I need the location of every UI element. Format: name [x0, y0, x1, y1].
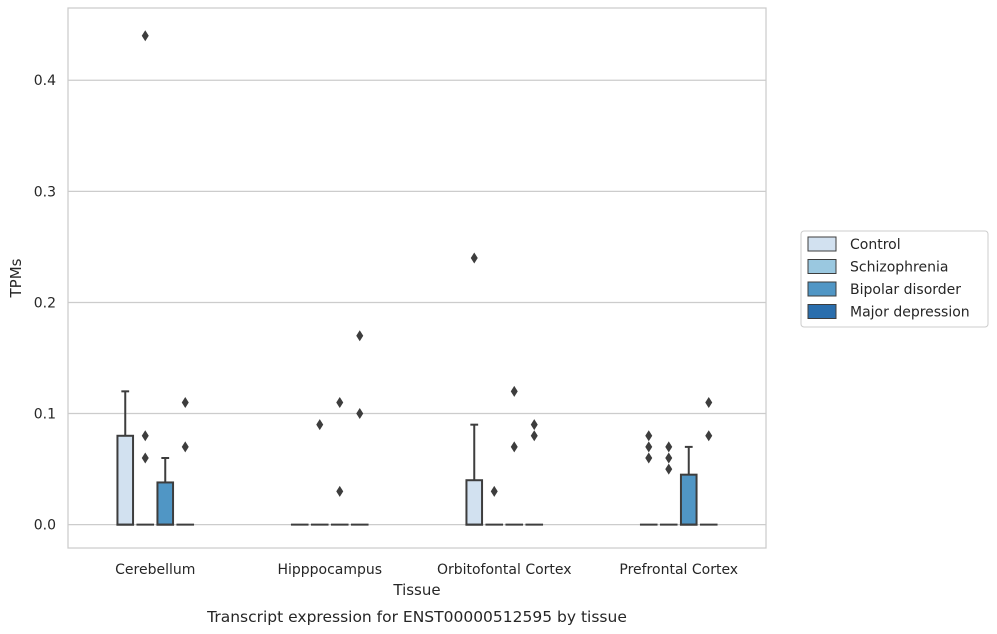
outlier-marker	[705, 396, 713, 408]
box-body	[116, 434, 135, 526]
outlier-marker	[181, 441, 189, 453]
y-tick-label: 0.4	[34, 73, 56, 89]
outlier-marker	[336, 396, 344, 408]
plot-area-frame	[67, 7, 767, 549]
box-1-3	[350, 330, 369, 526]
box-2-2	[505, 385, 524, 526]
y-tick-label: 0.1	[34, 407, 56, 423]
legend-item: Control	[807, 236, 901, 253]
box-body	[156, 481, 175, 526]
outlier-marker	[510, 385, 518, 397]
box-3-0	[639, 430, 658, 526]
legend-swatch	[807, 304, 837, 319]
legend-swatch	[807, 259, 837, 274]
outlier-marker	[705, 430, 713, 442]
legend-item: Major depression	[807, 304, 970, 321]
legend: Control Schizophrenia Bipolar disorder Majo…	[800, 230, 989, 328]
chart-title: Transcript expression for ENST0000051259…	[206, 608, 627, 626]
box-0-0	[116, 390, 135, 526]
outlier-marker	[665, 452, 673, 464]
x-axis-label: Tissue	[392, 581, 440, 599]
outlier-marker	[645, 452, 653, 464]
box-series	[116, 30, 718, 526]
outlier-marker	[336, 485, 344, 497]
box-body	[465, 479, 484, 526]
box-3-2	[679, 445, 698, 526]
y-axis-label: TPMs	[7, 258, 25, 298]
outlier-marker	[141, 452, 149, 464]
box-3-3	[699, 396, 718, 526]
outlier-marker	[356, 408, 364, 420]
y-tick-label: 0.2	[34, 295, 56, 311]
legend-label: Major depression	[850, 305, 970, 321]
outlier-marker	[141, 430, 149, 442]
y-tick-label: 0.3	[34, 184, 56, 200]
legend-swatch	[807, 281, 837, 297]
x-tick-label: Cerebellum	[115, 562, 195, 578]
box-body	[679, 473, 698, 526]
outlier-marker	[490, 485, 498, 497]
outlier-marker	[530, 419, 538, 431]
outlier-marker	[141, 30, 149, 42]
outlier-marker	[356, 330, 364, 342]
y-axis-ticks: 0.0 0.1 0.2 0.3 0.4	[34, 73, 56, 533]
legend-label: Control	[850, 237, 901, 253]
outlier-marker	[510, 441, 518, 453]
legend-swatch	[807, 236, 837, 252]
outlier-marker	[665, 463, 673, 475]
legend-label: Schizophrenia	[850, 260, 948, 276]
box-1-1	[310, 419, 329, 526]
box-2-1	[485, 485, 504, 526]
outlier-marker	[645, 441, 653, 453]
outlier-marker	[530, 430, 538, 442]
plot-area-background	[68, 8, 766, 548]
box-1-2	[330, 396, 349, 526]
legend-label: Bipolar disorder	[850, 282, 961, 298]
box-0-1	[136, 30, 155, 526]
outlier-marker	[181, 396, 189, 408]
box-0-2	[156, 457, 175, 526]
box-0-3	[176, 396, 195, 526]
legend-item: Schizophrenia	[807, 259, 948, 276]
legend-frame	[800, 230, 989, 328]
y-tick-label: 0.0	[34, 518, 56, 534]
outlier-marker	[470, 252, 478, 264]
outlier-marker	[665, 441, 673, 453]
x-tick-label: Orbitofontal Cortex	[437, 562, 572, 578]
box-2-3	[525, 419, 544, 526]
box-2-0	[465, 252, 484, 526]
x-tick-label: Hipppocampus	[277, 562, 382, 578]
box-3-1	[659, 441, 678, 526]
outlier-marker	[316, 419, 324, 431]
legend-item: Bipolar disorder	[807, 281, 961, 298]
x-axis-ticks: Cerebellum Hipppocampus Orbitofontal Corte…	[115, 562, 738, 578]
outlier-marker	[645, 430, 653, 442]
x-tick-label: Prefrontal Cortex	[619, 562, 738, 578]
